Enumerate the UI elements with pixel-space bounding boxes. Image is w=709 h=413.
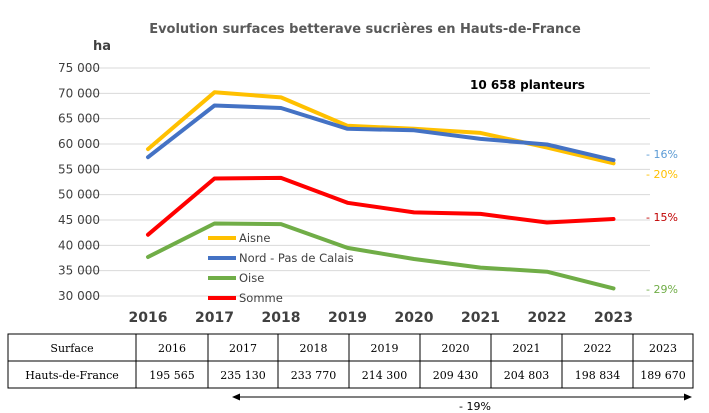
series-line-nord-pas-de-calais: [146, 103, 616, 163]
series-lines: [146, 90, 616, 291]
planters-annotation: 10 658 planteurs: [470, 78, 585, 92]
y-tick-label: 30 000: [58, 289, 100, 303]
data-table: Surface Hauts-de-France 2016 195 565 2017 235…: [7, 333, 694, 389]
table-value: 235 130: [220, 369, 266, 382]
x-tick-label: 2022: [528, 310, 567, 326]
table-year: 2022: [584, 342, 612, 355]
legend-label: Somme: [239, 291, 283, 305]
x-tick-label: 2019: [328, 310, 367, 326]
end-label: - 29%: [646, 283, 678, 296]
table-value: 189 670: [640, 369, 686, 382]
y-tick-label: 75 000: [58, 61, 100, 75]
table-value: 209 430: [433, 369, 479, 382]
footer-change-arrow: [232, 393, 692, 401]
table-value: 195 565: [149, 369, 195, 382]
table-value: 204 803: [504, 369, 550, 382]
end-label: - 15%: [646, 211, 678, 224]
table-year: 2016: [158, 342, 186, 355]
y-tick-label: 70 000: [58, 86, 100, 100]
table-value: 233 770: [291, 369, 337, 382]
table-year: 2020: [442, 342, 470, 355]
y-axis-unit: ha: [93, 39, 111, 54]
table-year: 2017: [229, 342, 257, 355]
table-year: 2021: [513, 342, 541, 355]
footer-change-label: - 19%: [459, 400, 491, 413]
y-tick-label: 35 000: [58, 264, 100, 278]
end-label: - 20%: [646, 168, 678, 181]
end-label: - 16%: [646, 148, 678, 161]
table-row-label: Hauts-de-France: [25, 369, 119, 382]
legend-label: Nord - Pas de Calais: [239, 251, 354, 265]
x-tick-label: 2021: [461, 310, 500, 326]
x-axis-ticks: 2016 2017 2018 2019 2020 2021 2022 2023: [129, 310, 633, 326]
table-year: 2019: [371, 342, 399, 355]
table-header-label: Surface: [50, 342, 93, 355]
table-year: 2023: [649, 342, 677, 355]
y-tick-label: 65 000: [58, 112, 100, 126]
series-end-labels: - 16% - 20% - 15% - 29%: [646, 148, 678, 296]
y-tick-label: 55 000: [58, 162, 100, 176]
y-tick-label: 45 000: [58, 213, 100, 227]
legend: Aisne Nord - Pas de Calais Oise Somme: [208, 231, 354, 305]
y-tick-label: 40 000: [58, 238, 100, 252]
x-tick-label: 2018: [262, 310, 301, 326]
legend-label: Oise: [239, 271, 264, 285]
gridlines: [80, 67, 650, 297]
x-tick-label: 2016: [129, 310, 168, 326]
y-axis-ticks: 30 000 35 000 40 000 45 000 50 000 55 000 60 0…: [58, 61, 100, 303]
x-tick-label: 2017: [195, 310, 234, 326]
table-value: 214 300: [362, 369, 408, 382]
x-tick-label: 2020: [395, 310, 434, 326]
legend-label: Aisne: [239, 231, 270, 245]
table-year: 2018: [300, 342, 328, 355]
chart-title: Evolution surfaces betterave sucrières e…: [149, 22, 581, 37]
table-value: 198 834: [575, 369, 621, 382]
y-tick-label: 50 000: [58, 188, 100, 202]
series-line-oise: [146, 221, 616, 291]
x-tick-label: 2023: [594, 310, 633, 326]
series-line-somme: [146, 175, 616, 237]
y-tick-label: 60 000: [58, 137, 100, 151]
